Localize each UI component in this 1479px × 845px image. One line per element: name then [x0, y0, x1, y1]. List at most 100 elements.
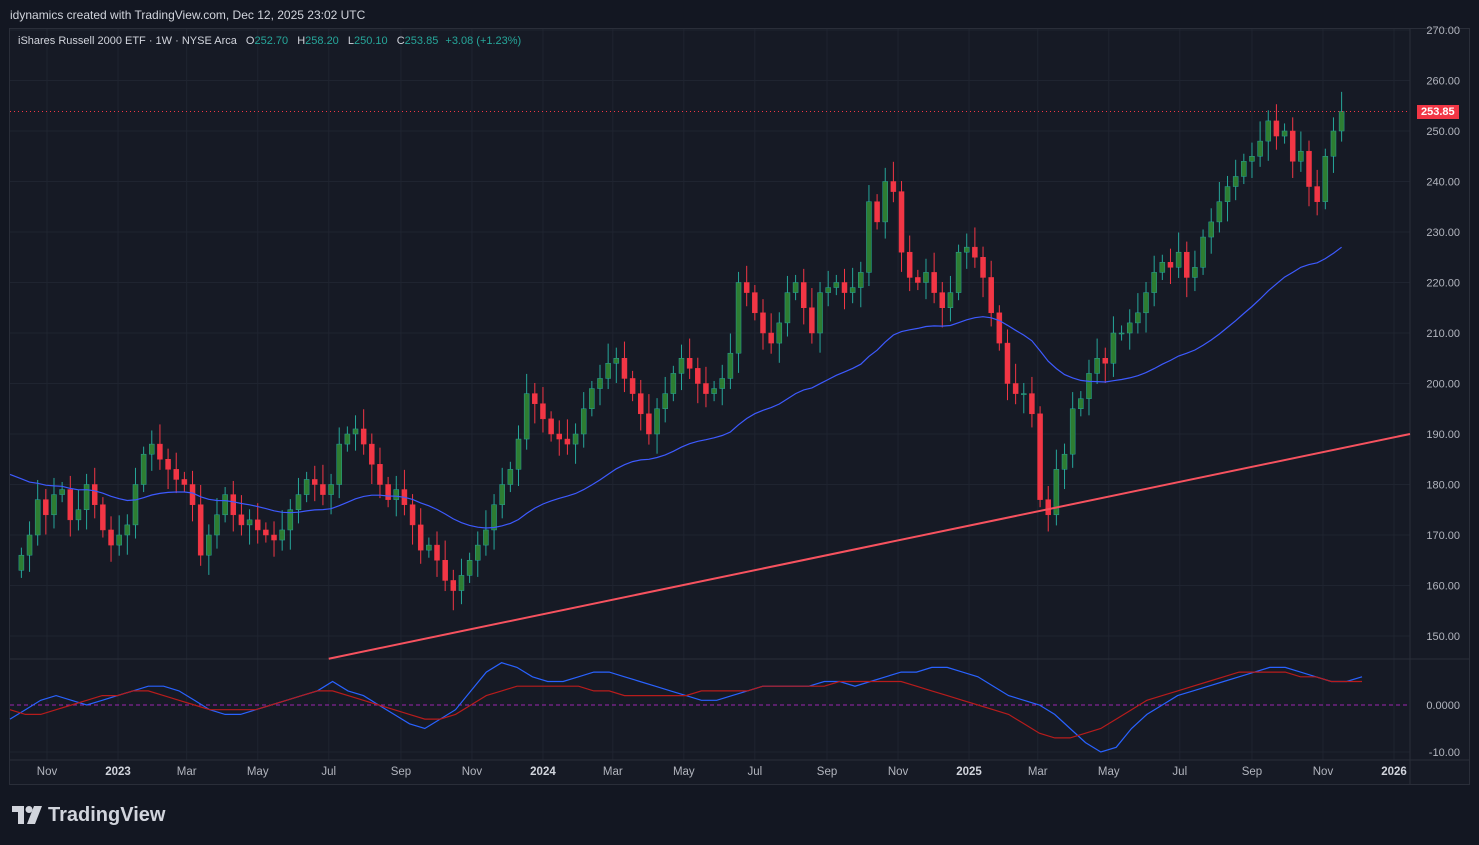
candle-body — [499, 484, 505, 505]
candle-body — [426, 544, 432, 551]
open-label: O — [245, 35, 255, 47]
candle-body — [393, 489, 400, 500]
time-axis-label: Jul — [1172, 766, 1187, 778]
candle-body — [475, 544, 481, 561]
candle-body — [613, 358, 620, 364]
candle-body — [254, 519, 261, 531]
symbol-name[interactable]: iShares Russell 2000 ETF · 1W · NYSE Arc… — [18, 35, 237, 47]
candle-body — [336, 443, 342, 485]
candle-body — [385, 484, 391, 500]
candle-body — [923, 272, 929, 283]
candle-body — [817, 292, 823, 334]
price-axis-label: 260.00 — [1426, 76, 1460, 88]
candle-body — [124, 524, 131, 536]
candle-body — [735, 282, 742, 354]
candle-body — [1184, 251, 1190, 278]
candle-body — [548, 418, 554, 435]
price-axis-label: 240.00 — [1426, 177, 1460, 189]
candle-body — [792, 282, 799, 293]
candle-body — [271, 534, 277, 541]
candle-body — [238, 514, 245, 526]
time-axis-label: Nov — [37, 766, 58, 778]
candle-body — [605, 363, 611, 379]
candle-body — [344, 433, 351, 445]
candle-body — [1338, 111, 1345, 132]
price-axis-label: 150.00 — [1426, 631, 1460, 643]
candle-body — [34, 499, 41, 536]
time-axis-label: Mar — [603, 766, 623, 778]
candle-body — [442, 560, 448, 581]
candle-body — [132, 484, 139, 526]
candle-body — [540, 403, 546, 420]
candle-body — [768, 332, 774, 344]
candle-body — [1078, 398, 1084, 409]
candle-body — [360, 428, 367, 445]
time-axis-label: Jul — [747, 766, 762, 778]
top-bar: idynamics created with TradingView.com, … — [0, 0, 1479, 28]
candle-body — [1012, 383, 1019, 394]
footer — [0, 786, 1479, 845]
candle-body — [849, 287, 856, 293]
candle-body — [1257, 140, 1263, 157]
candle-body — [955, 251, 962, 293]
candle-body — [287, 509, 294, 531]
candle-body — [1110, 332, 1117, 364]
candle-body — [874, 201, 880, 223]
candle-body — [638, 393, 644, 415]
price-axis-label: 270.00 — [1426, 25, 1460, 37]
time-axis-label: 2023 — [105, 766, 131, 778]
oscillator-slow-line — [9, 671, 1362, 739]
candle-body — [996, 312, 1003, 344]
candle-body — [972, 246, 978, 258]
candle-body — [377, 464, 383, 485]
candle-body — [1306, 150, 1312, 187]
candle-body — [1053, 469, 1060, 516]
last-price-tag: 253.85 — [1417, 105, 1459, 119]
candle-body — [206, 534, 212, 556]
close-label: C — [396, 35, 405, 47]
candle-body — [263, 529, 269, 536]
candle-body — [963, 246, 970, 253]
candle-body — [1273, 120, 1280, 137]
candle-body — [1314, 186, 1320, 202]
candle-body — [450, 580, 457, 591]
candle-body — [1004, 342, 1011, 384]
price-axis-label: 250.00 — [1426, 126, 1460, 138]
candle-body — [800, 282, 807, 308]
candle-body — [670, 373, 677, 394]
candle-body — [784, 292, 791, 324]
candle-body — [295, 494, 302, 511]
candle-body — [532, 393, 538, 404]
tradingview-brand[interactable]: TradingView — [12, 803, 165, 827]
candle-body — [1175, 251, 1182, 268]
candle-body — [303, 479, 310, 495]
candle-body — [882, 181, 888, 223]
candle-body — [189, 484, 196, 505]
candle-body — [230, 494, 237, 516]
candle-body — [1330, 130, 1337, 157]
oscillator-axis-label: 0.0000 — [1426, 700, 1460, 712]
candle-body — [621, 358, 628, 379]
candle-body — [515, 438, 522, 470]
candle-body — [898, 191, 905, 253]
candle-body — [1069, 408, 1076, 455]
grid-lines — [10, 29, 1410, 760]
candle-body — [165, 459, 171, 470]
time-axis-label: Sep — [817, 766, 837, 778]
price-axis-label: 220.00 — [1426, 278, 1460, 290]
candle-body — [752, 292, 758, 314]
candle-body — [629, 378, 636, 394]
candle-body — [1029, 393, 1035, 415]
low-label: L — [347, 35, 354, 47]
candle-body — [988, 277, 994, 314]
candle-body — [466, 560, 473, 576]
candle-body — [980, 257, 986, 278]
candle-body — [246, 519, 253, 526]
candle-body — [572, 433, 579, 445]
candle-body — [1126, 322, 1133, 334]
tradingview-logo-icon — [12, 806, 42, 824]
candle-body — [906, 251, 913, 278]
candle-body — [1151, 272, 1157, 293]
candle-body — [1102, 358, 1109, 364]
